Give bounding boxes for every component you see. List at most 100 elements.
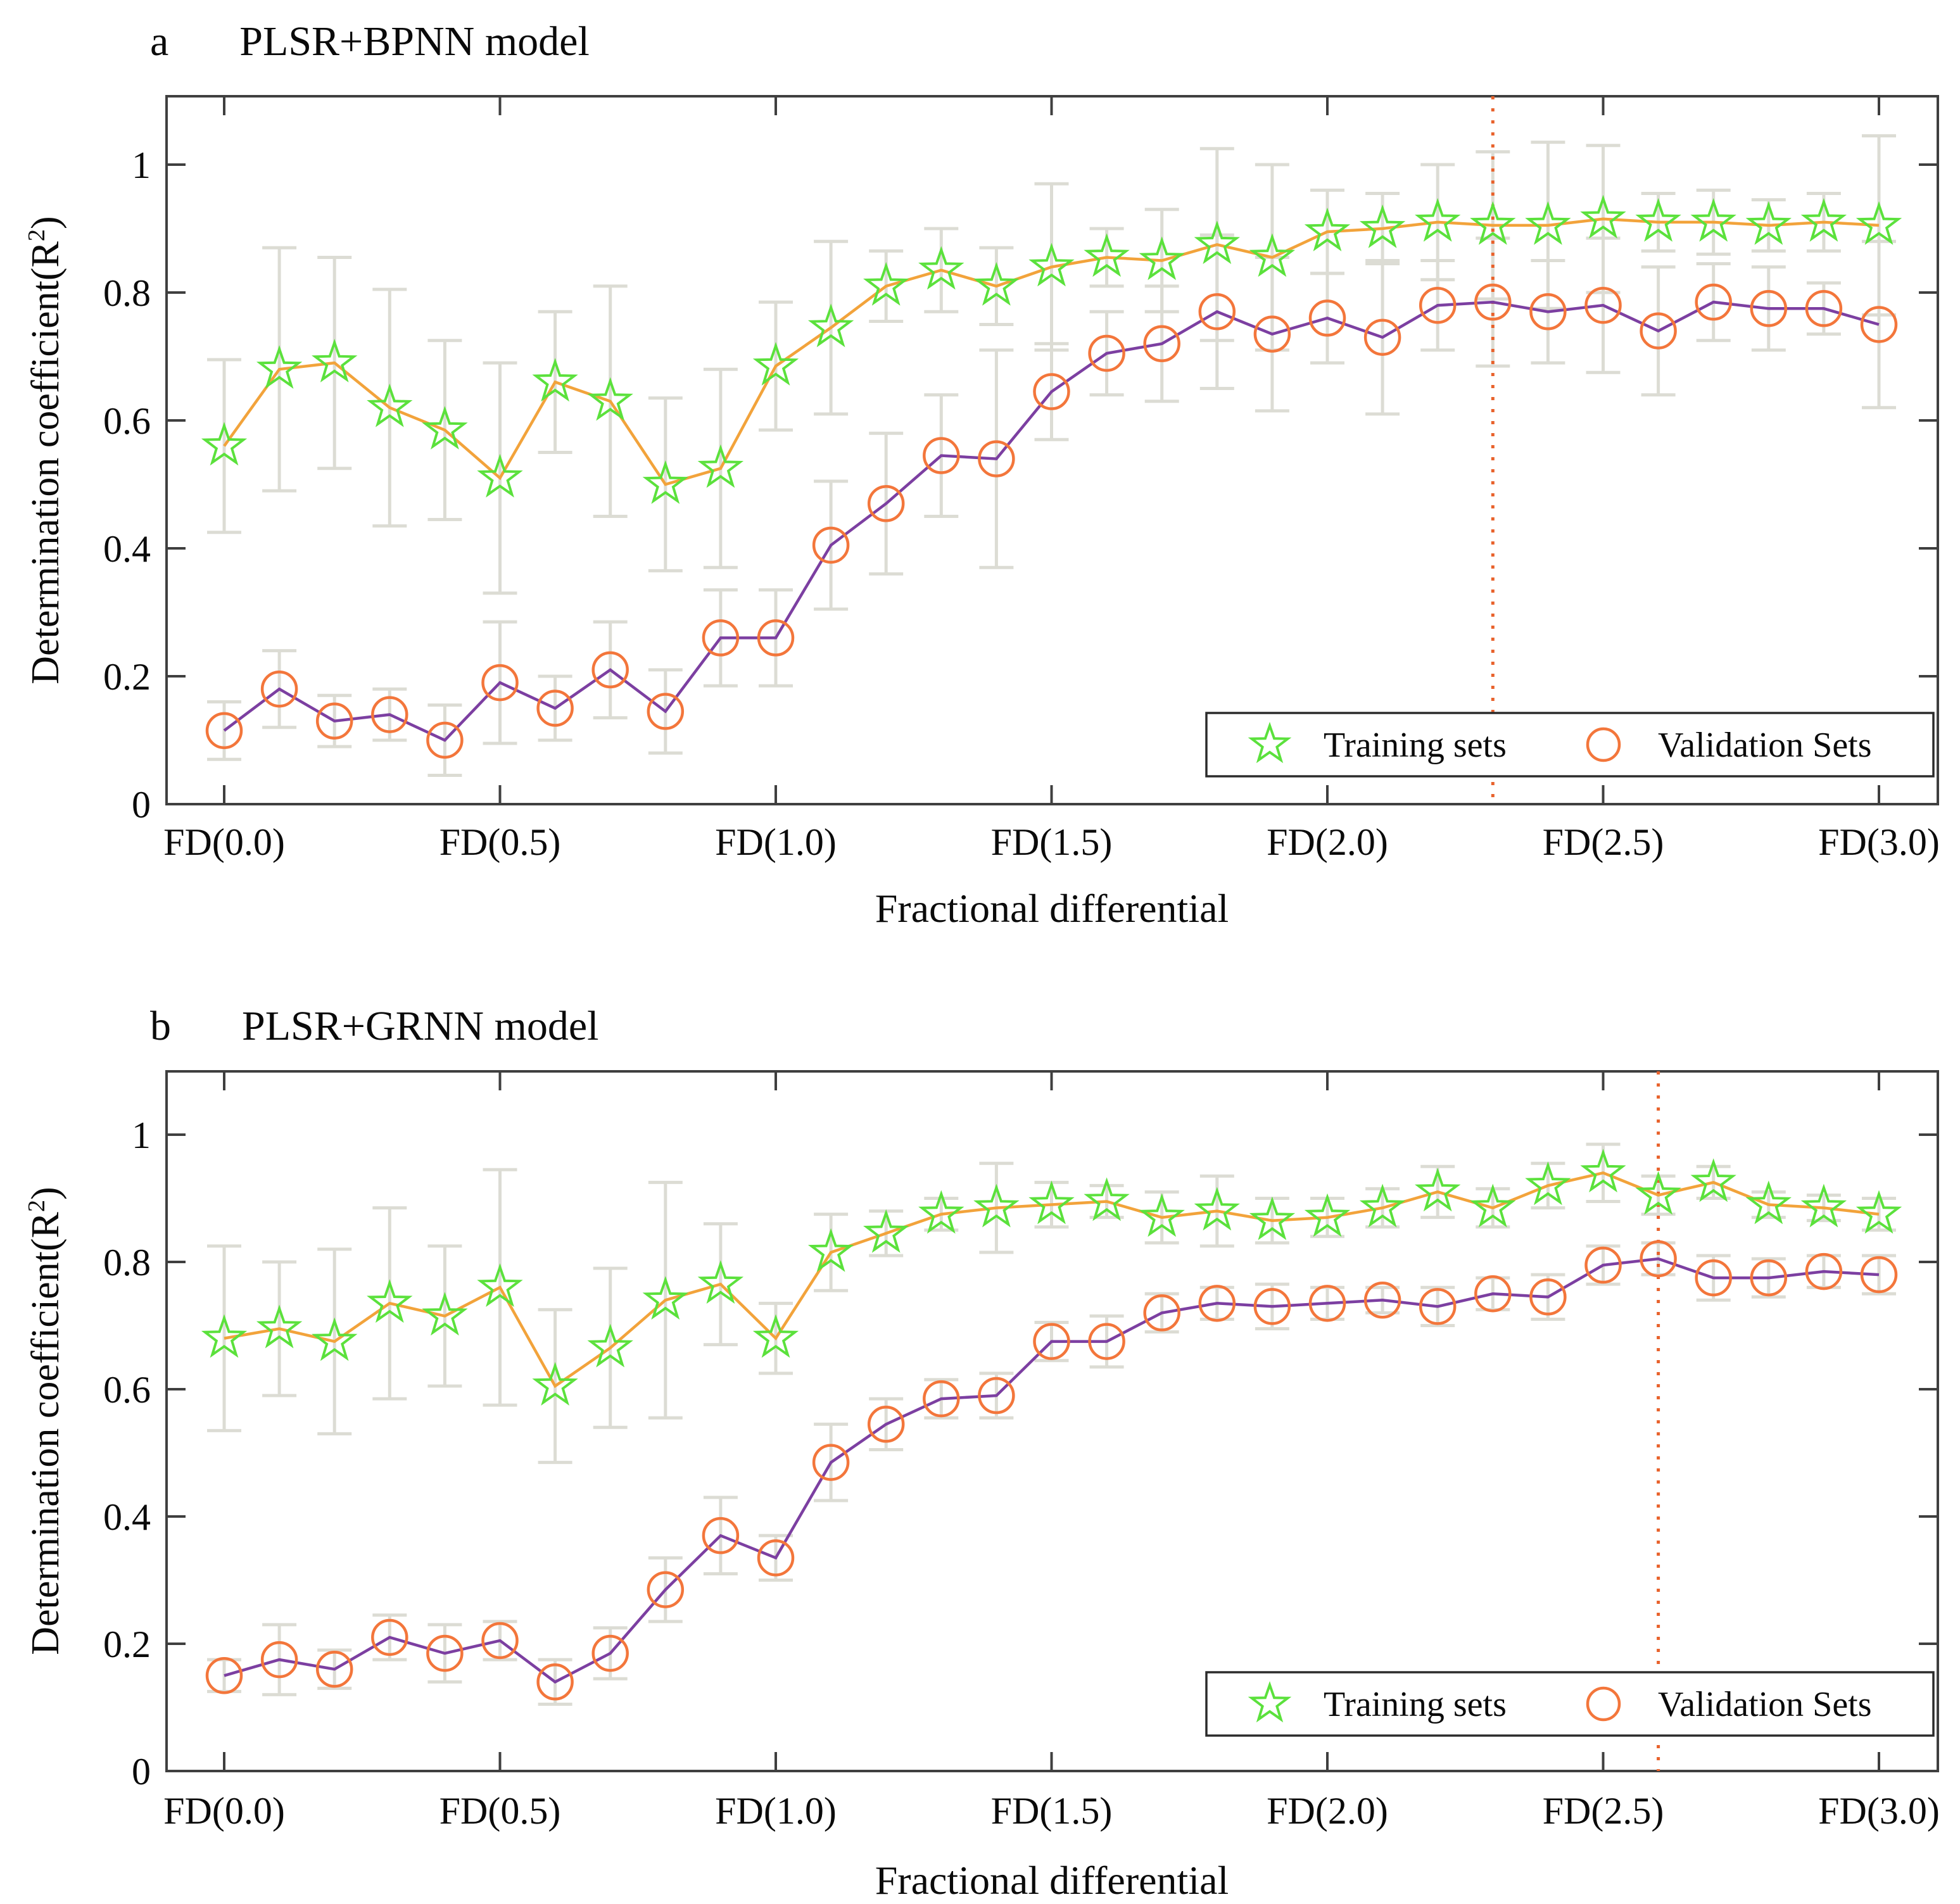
panel-b-y-axis-label: Determination coefficient(R2): [23, 1187, 68, 1655]
validation-circle-marker: [1033, 1323, 1070, 1360]
validation-circle-marker: [1750, 290, 1788, 327]
panel-a-validation-markers: [205, 283, 1898, 759]
panel-b-training-line: [224, 1171, 1880, 1389]
panel-b-y-tick-label: 0: [132, 1751, 151, 1793]
panel-b-y-tick-label: 0.8: [103, 1242, 151, 1283]
panel-a-letter: a: [150, 18, 169, 65]
validation-circle-marker: [1586, 1686, 1621, 1722]
training-star-marker: [918, 246, 964, 290]
validation-circle-marker: [1474, 283, 1512, 321]
validation-circle-marker: [923, 437, 960, 474]
validation-circle-marker: [1584, 286, 1622, 324]
panel-b-y-tick-label: 0.4: [103, 1496, 151, 1538]
training-star-marker: [697, 444, 744, 488]
training-star-marker: [1635, 1171, 1681, 1215]
validation-circle-marker: [1860, 1256, 1898, 1294]
validation-circle-marker: [757, 1539, 795, 1577]
validation-circle-marker: [647, 1571, 685, 1608]
training-star-marker: [1580, 194, 1626, 239]
validation-circle-marker: [1529, 293, 1567, 331]
training-star-marker: [1304, 207, 1351, 251]
validation-circle-marker: [591, 651, 629, 689]
training-star-marker: [312, 1317, 358, 1361]
panel-b-legend: Training sets Validation Sets: [1205, 1671, 1935, 1737]
panel-b-x-tick-labels: FD(0.0) FD(0.5) FD(1.0) FD(1.5) FD(2.0) FD(2.…: [163, 1790, 1940, 1832]
panel-b-x-tick-label: FD(0.5): [439, 1790, 561, 1832]
training-star-marker: [1415, 1168, 1461, 1212]
panel-b-training-markers: [201, 1149, 1902, 1406]
training-star-marker: [1304, 1193, 1351, 1237]
training-star-marker: [1359, 204, 1406, 248]
panel-b-legend-box: [1205, 1671, 1935, 1737]
panel-a-y-tick-label: 0.2: [103, 656, 151, 698]
training-star-marker: [1359, 1183, 1406, 1228]
validation-circle-marker: [371, 1618, 408, 1656]
validation-circle-marker: [1584, 1246, 1622, 1284]
validation-circle-marker: [315, 1650, 353, 1688]
validation-circle-marker: [1529, 1278, 1567, 1316]
panel-a-y-tick-label: 0.4: [103, 528, 151, 570]
panel-b-title: b PLSR+GRNN model: [150, 1002, 598, 1050]
panel-b-x-tick-label: FD(2.0): [1267, 1790, 1388, 1832]
panel-a-x-tick-label: FD(3.0): [1818, 821, 1940, 863]
panel-b-ylabel-sup: 2: [23, 1199, 51, 1213]
training-star-marker: [973, 262, 1020, 306]
validation-circle-marker: [1640, 1240, 1677, 1278]
training-star-marker: [1580, 1149, 1626, 1193]
validation-circle-marker: [647, 693, 685, 730]
training-star-marker: [918, 1190, 964, 1234]
training-star-marker: [863, 1209, 909, 1253]
validation-circle-marker: [1198, 1285, 1236, 1322]
panel-b-y-tick-label: 1: [132, 1114, 151, 1156]
validation-circle-marker: [702, 619, 740, 657]
panel-b-validation-markers: [205, 1240, 1898, 1701]
training-star-marker: [1635, 198, 1681, 242]
validation-circle-marker: [1253, 1288, 1291, 1325]
training-star-marker: [1415, 198, 1461, 242]
panel-b-y-tick-label: 0.2: [103, 1623, 151, 1665]
training-star-marker: [1690, 198, 1736, 242]
validation-circle-marker: [426, 1634, 464, 1672]
training-star-marker: [1194, 220, 1240, 264]
panel-b-x-tick-label: FD(1.0): [715, 1790, 837, 1832]
validation-circle-marker: [1419, 1288, 1457, 1325]
panel-b-x-tick-label: FD(1.5): [991, 1790, 1113, 1832]
training-star-marker: [1028, 243, 1075, 287]
panel-a-x-tick-labels: FD(0.0) FD(0.5) FD(1.0) FD(1.5) FD(2.0) FD(2.…: [163, 821, 1940, 863]
panel-a-validation-line: [223, 300, 1880, 742]
panel-a-axes: [165, 95, 1939, 805]
training-star-marker: [477, 453, 523, 498]
panel-a-y-tick-label: 0: [132, 784, 151, 826]
validation-circle-marker: [978, 440, 1015, 477]
validation-circle-marker: [812, 526, 850, 564]
training-star-marker: [1249, 1196, 1296, 1240]
validation-circle-marker: [481, 664, 519, 702]
validation-circle-marker: [1308, 299, 1346, 337]
training-star-marker: [1139, 1193, 1185, 1237]
training-star-marker: [532, 358, 578, 402]
validation-circle-marker: [1088, 1323, 1125, 1360]
training-star-marker: [367, 1279, 413, 1323]
panel-a-y-tick-labels: 0 0.2 0.4 0.6 0.8 1: [103, 144, 151, 826]
validation-circle-marker: [1198, 293, 1236, 331]
training-star-marker: [1084, 1177, 1130, 1221]
validation-circle-marker: [867, 485, 905, 522]
validation-circle-marker: [205, 1657, 243, 1694]
validation-circle-marker: [1640, 312, 1677, 350]
training-star-marker: [697, 1260, 744, 1304]
training-star-marker: [1856, 201, 1902, 245]
training-star-marker: [201, 422, 248, 466]
validation-circle-marker: [1805, 1252, 1843, 1290]
panel-b-ylabel-suffix: ): [23, 1187, 67, 1200]
validation-circle-marker: [591, 1634, 629, 1672]
panel-b-letter: b: [150, 1003, 171, 1049]
panel-b-x-tick-label: FD(0.0): [163, 1790, 285, 1832]
training-star-marker: [532, 1361, 578, 1406]
validation-circle-marker: [1586, 727, 1621, 762]
training-star-marker: [752, 341, 799, 386]
panel-a-x-tick-label: FD(2.5): [1543, 821, 1664, 863]
validation-circle-marker: [426, 721, 464, 759]
training-star-marker: [1248, 1680, 1292, 1723]
training-star-marker: [256, 345, 303, 389]
